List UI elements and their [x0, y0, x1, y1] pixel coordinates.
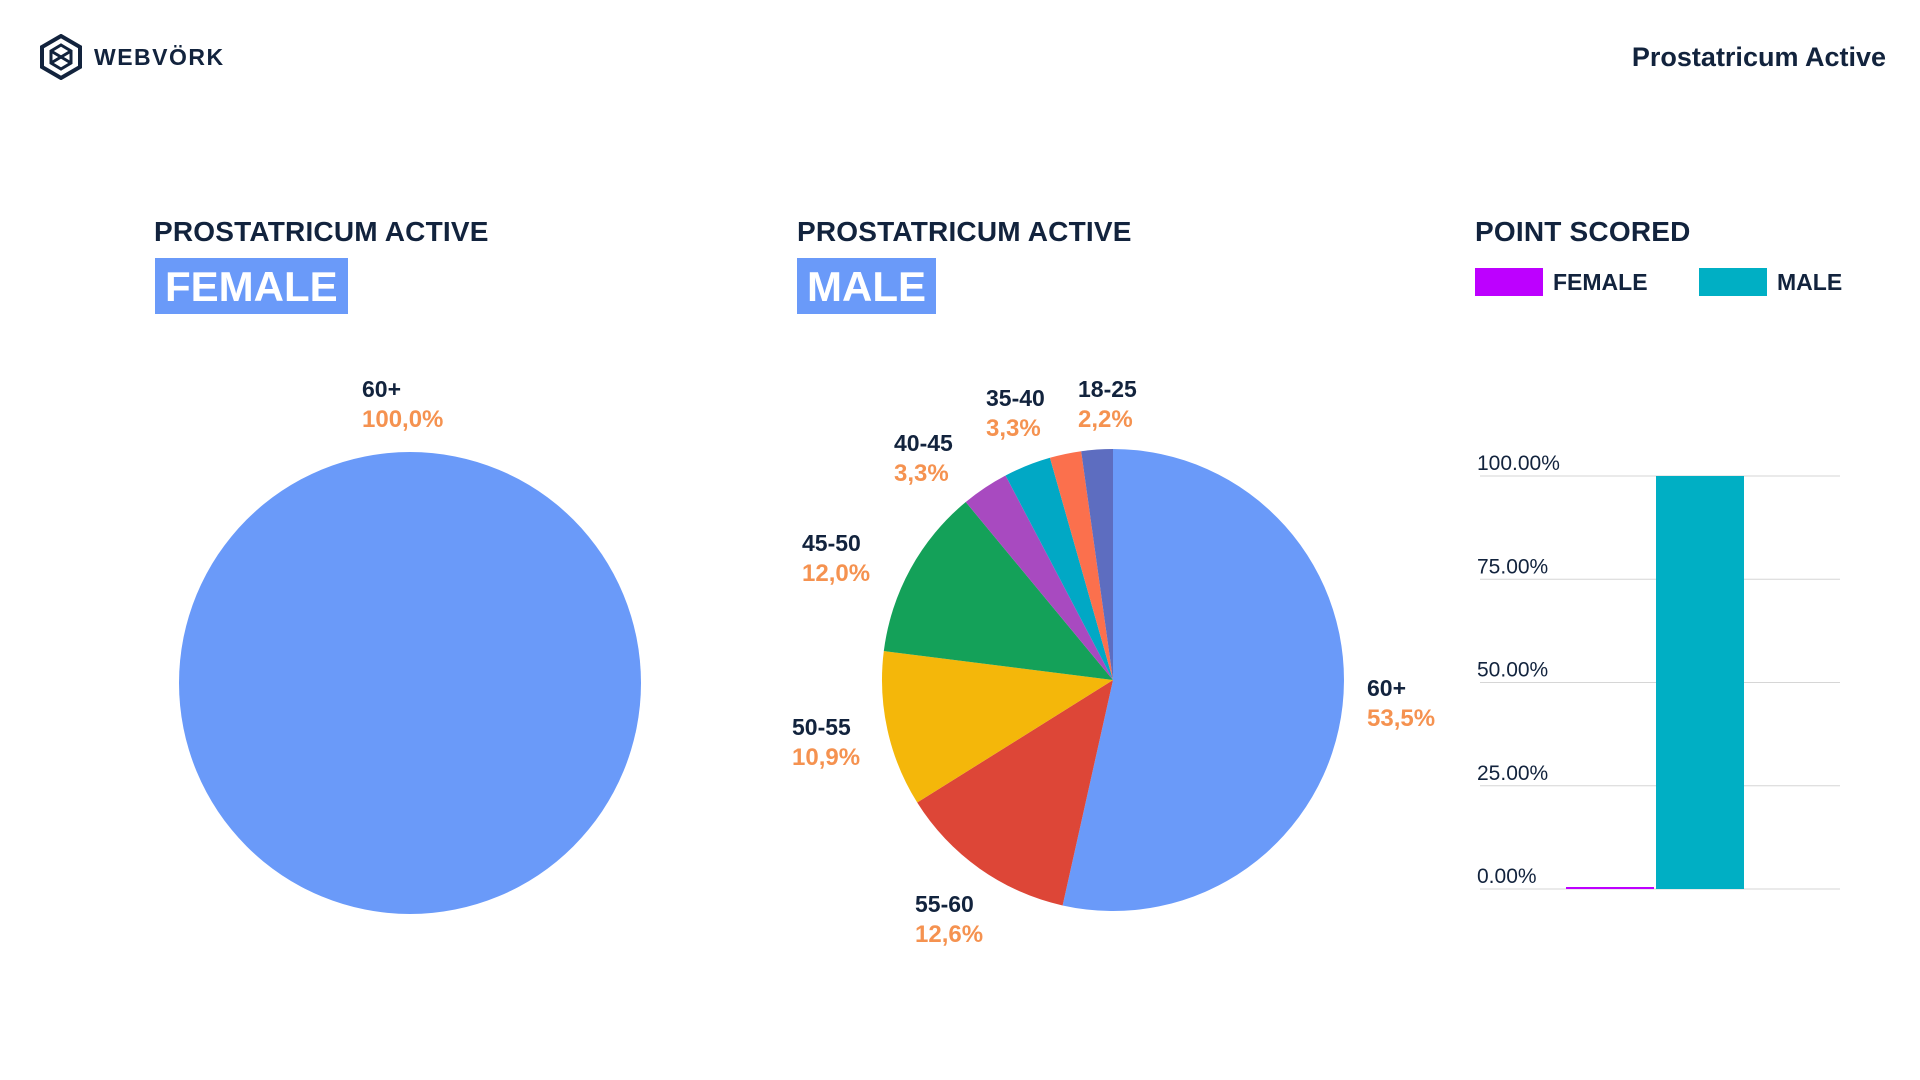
male-age-pie-chart: 60+ 53,5% 55-60 12,6% 50-55 10,9% 45-50 12,0% 40…: [792, 376, 1435, 948]
pie-value-60plus: 100,0%: [362, 406, 443, 433]
brand-name: WEBVÖRK: [94, 43, 225, 70]
pie-label-50-55: 50-55: [792, 714, 851, 740]
pie-label-60plus: 60+: [362, 376, 401, 402]
pie-value-50-55: 10,9%: [792, 744, 860, 771]
pie-label-18-25: 18-25: [1078, 376, 1137, 402]
pie-slice-45-50: [883, 502, 1113, 680]
male-panel-badge: MALE: [797, 258, 936, 314]
bar-male: [1656, 476, 1744, 889]
legend-swatch-male: [1699, 268, 1767, 296]
pie-label-55-60: 55-60: [915, 891, 974, 917]
pie-value-60plus: 53,5%: [1367, 705, 1435, 732]
points-panel-title: POINT SCORED: [1475, 216, 1691, 247]
pie-slice-35-40: [1005, 457, 1113, 680]
bar-female: [1566, 887, 1654, 889]
pie-value-18-25: 2,2%: [1078, 406, 1133, 433]
webvork-hex-logo-icon: [40, 34, 82, 80]
legend-item-male: MALE: [1699, 268, 1842, 296]
female-panel-title: PROSTATRICUM ACTIVE: [154, 216, 489, 247]
y-tick-label: 75.00%: [1477, 555, 1548, 578]
pie-slice-60plus: [179, 452, 641, 914]
pie-slice-50-55: [881, 651, 1113, 803]
pie-label-35-40: 35-40: [986, 385, 1045, 411]
y-tick-label: 100.00%: [1477, 452, 1560, 475]
pie-value-40-45: 3,3%: [894, 460, 949, 487]
y-tick-label: 25.00%: [1477, 762, 1548, 785]
pie-label-60plus: 60+: [1367, 675, 1406, 701]
pie-slice-slice-7: [1081, 449, 1113, 680]
pie-label-40-45: 40-45: [894, 430, 953, 456]
pie-slice-55-60: [917, 680, 1113, 906]
pie-label-45-50: 45-50: [802, 530, 861, 556]
legend-swatch-female: [1475, 268, 1543, 296]
pie-slice-60plus: [1062, 449, 1344, 911]
male-panel-title: PROSTATRICUM ACTIVE: [797, 216, 1132, 247]
pie-slice-18-25: [1049, 451, 1113, 680]
legend-item-female: FEMALE: [1475, 268, 1648, 296]
legend-label-female: FEMALE: [1553, 268, 1648, 295]
points-bar-chart: 0.00% 25.00% 50.00% 75.00% 100.00%: [1477, 452, 1840, 890]
legend-label-male: MALE: [1777, 268, 1843, 295]
pie-value-55-60: 12,6%: [915, 921, 983, 948]
female-panel-badge: FEMALE: [155, 258, 348, 314]
pie-value-35-40: 3,3%: [986, 415, 1041, 442]
product-title: Prostatricum Active: [1631, 42, 1886, 72]
female-age-pie-chart: 60+ 100,0%: [179, 376, 641, 914]
y-tick-label: 50.00%: [1477, 659, 1548, 682]
brand-logo: WEBVÖRK: [38, 34, 225, 80]
pie-slice-40-45: [965, 475, 1113, 680]
y-tick-label: 0.00%: [1477, 865, 1537, 888]
pie-value-45-50: 12,0%: [802, 560, 870, 587]
